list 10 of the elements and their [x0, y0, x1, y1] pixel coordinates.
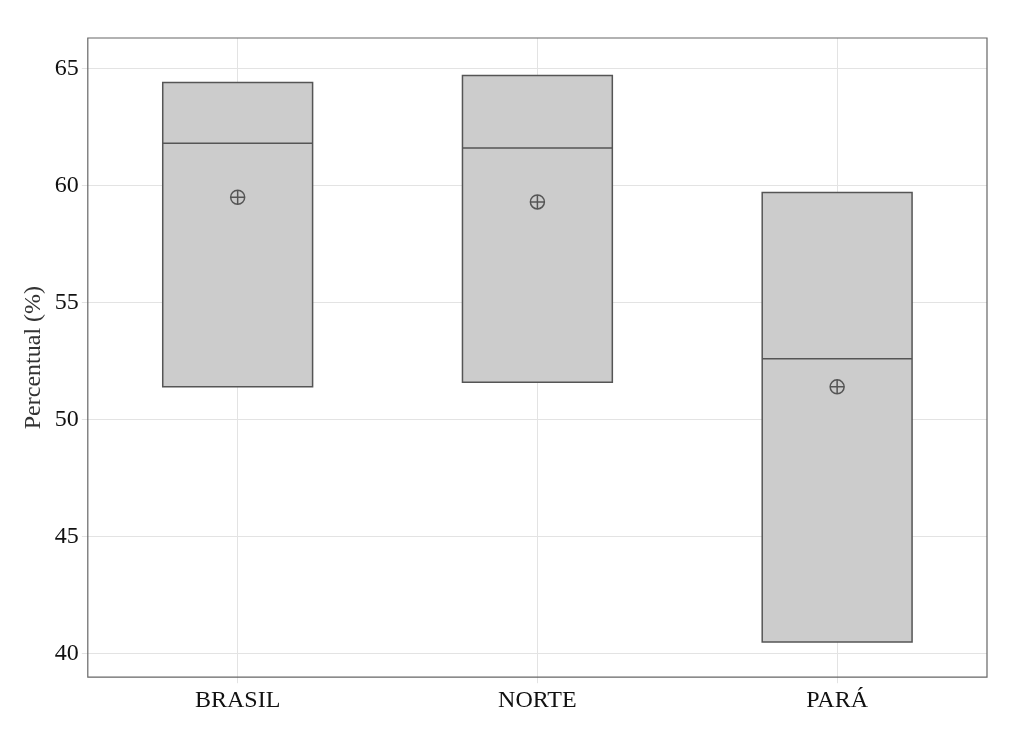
y-tick-label: 40	[54, 639, 79, 666]
y-tick-label: 45	[54, 522, 79, 549]
y-tick-label: 65	[54, 53, 79, 80]
x-tick-label: NORTE	[498, 685, 577, 712]
y-tick-label: 55	[54, 287, 79, 314]
x-tick-label: PARÁ	[806, 685, 869, 712]
x-tick-label: BRASIL	[194, 685, 281, 712]
y-axis-title: Percentual (%)	[18, 285, 45, 430]
y-tick-label: 50	[54, 404, 79, 431]
y-tick-label: 60	[54, 170, 79, 197]
